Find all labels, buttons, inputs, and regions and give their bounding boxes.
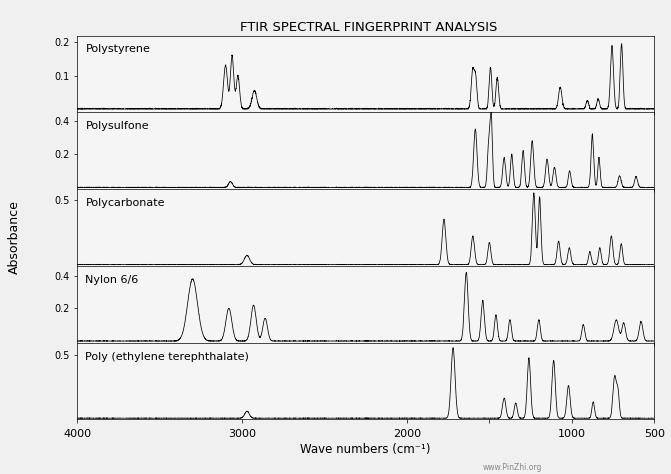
Text: FTIR SPECTRAL FINGERPRINT ANALYSIS: FTIR SPECTRAL FINGERPRINT ANALYSIS [240,21,498,34]
Text: Polycarbonate: Polycarbonate [85,198,165,208]
Text: Polystyrene: Polystyrene [85,45,150,55]
X-axis label: Wave numbers (cm⁻¹): Wave numbers (cm⁻¹) [301,443,431,456]
Text: www.PinZhi.org: www.PinZhi.org [483,463,542,472]
Text: Absorbance: Absorbance [8,200,21,274]
Text: Polysulfone: Polysulfone [85,121,149,131]
Text: Poly (ethylene terephthalate): Poly (ethylene terephthalate) [85,352,250,362]
Text: Nylon 6/6: Nylon 6/6 [85,275,139,285]
